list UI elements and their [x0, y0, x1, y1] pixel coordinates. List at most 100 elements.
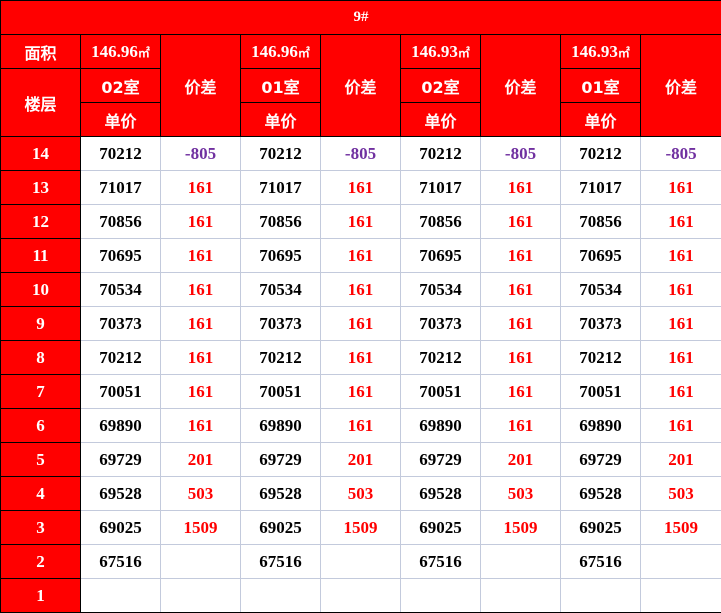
unit-price-cell: 70051: [400, 374, 481, 409]
unit-price-cell: 71017: [80, 170, 161, 205]
unit-price-cell: 70212: [400, 340, 481, 375]
unit-price-cell: 71017: [400, 170, 481, 205]
price-diff-cell: 503: [480, 476, 561, 511]
price-diff-cell: 161: [160, 374, 241, 409]
unit-price-cell: 70534: [240, 272, 321, 307]
price-diff-cell: [480, 578, 561, 613]
unit-price-cell: 70212: [80, 136, 161, 171]
unit-price-cell: [80, 578, 161, 613]
unit-price-header: 单价: [80, 102, 161, 137]
table-row: 13 71017 161 71017 161 71017 161 71017 161: [0, 170, 721, 205]
area-cell: 146.96㎡: [80, 34, 161, 69]
table-row: 10 70534 161 70534 161 70534 161 70534 161: [0, 272, 721, 307]
floor-cell: 7: [0, 374, 81, 409]
unit-price-cell: 69729: [80, 442, 161, 477]
price-diff-cell: 161: [639, 408, 721, 443]
table-row: 1: [0, 578, 721, 613]
unit-price-cell: 67516: [560, 544, 641, 579]
price-diff-cell: 161: [480, 170, 561, 205]
unit-price-cell: [400, 578, 481, 613]
unit-price-cell: 71017: [240, 170, 321, 205]
price-diff-cell: 161: [320, 374, 401, 409]
unit-price-cell: 70373: [240, 306, 321, 341]
price-diff-cell: 161: [160, 306, 241, 341]
unit-price-cell: 67516: [80, 544, 161, 579]
unit-price-cell: 67516: [400, 544, 481, 579]
floor-cell: 8: [0, 340, 81, 375]
unit-price-cell: 70212: [560, 340, 641, 375]
building-title: 9#: [0, 0, 721, 35]
price-diff-cell: 503: [639, 476, 721, 511]
price-diff-cell: 161: [639, 204, 721, 239]
unit-price-cell: 70856: [80, 204, 161, 239]
floor-cell: 3: [0, 510, 81, 545]
price-diff-cell: 201: [160, 442, 241, 477]
table-row: 2 67516 67516 67516 67516: [0, 544, 721, 579]
price-diff-cell: 161: [160, 340, 241, 375]
area-value: 146.93: [411, 41, 458, 61]
unit-price-cell: 70212: [240, 136, 321, 171]
price-diff-cell: -805: [639, 136, 721, 171]
unit-price-cell: 69025: [240, 510, 321, 545]
diff-header: 价差: [320, 34, 401, 137]
table-row: 4 69528 503 69528 503 69528 503 69528 503: [0, 476, 721, 511]
diff-header: 价差: [160, 34, 241, 137]
unit-price-cell: 71017: [560, 170, 641, 205]
price-diff-cell: 201: [320, 442, 401, 477]
unit-price-cell: 69890: [560, 408, 641, 443]
table-row: 8 70212 161 70212 161 70212 161 70212 161: [0, 340, 721, 375]
table-row: 12 70856 161 70856 161 70856 161 70856 161: [0, 204, 721, 239]
price-diff-cell: 161: [639, 170, 721, 205]
unit-price-header: 单价: [400, 102, 481, 137]
area-value: 146.93: [571, 41, 618, 61]
unit-price-cell: 69729: [560, 442, 641, 477]
price-diff-cell: 161: [160, 204, 241, 239]
unit-price-cell: 70051: [80, 374, 161, 409]
price-diff-cell: 161: [639, 272, 721, 307]
table-row: 6 69890 161 69890 161 69890 161 69890 161: [0, 408, 721, 443]
unit-price-cell: 69528: [560, 476, 641, 511]
area-cell: 146.93㎡: [400, 34, 481, 69]
price-diff-cell: [480, 544, 561, 579]
price-diff-cell: 161: [480, 408, 561, 443]
price-diff-cell: [160, 544, 241, 579]
area-unit: ㎡: [297, 45, 310, 60]
price-diff-cell: 1509: [160, 510, 241, 545]
price-diff-cell: 161: [160, 170, 241, 205]
unit-price-header: 单价: [240, 102, 321, 137]
unit-price-cell: 70373: [80, 306, 161, 341]
price-diff-cell: 161: [320, 306, 401, 341]
price-diff-cell: 503: [320, 476, 401, 511]
unit-price-cell: [240, 578, 321, 613]
unit-price-cell: [560, 578, 641, 613]
unit-price-cell: 69528: [400, 476, 481, 511]
unit-price-cell: 69890: [400, 408, 481, 443]
price-diff-cell: 161: [160, 272, 241, 307]
unit-price-cell: 70695: [400, 238, 481, 273]
diff-header: 价差: [639, 34, 721, 137]
price-diff-cell: 161: [480, 204, 561, 239]
unit-price-cell: 70373: [560, 306, 641, 341]
floor-cell: 4: [0, 476, 81, 511]
area-unit: ㎡: [137, 45, 150, 60]
unit-price-cell: 69528: [240, 476, 321, 511]
price-diff-cell: [320, 544, 401, 579]
area-value: 146.96: [91, 41, 138, 61]
floor-cell: 9: [0, 306, 81, 341]
price-diff-cell: -805: [480, 136, 561, 171]
price-diff-cell: 161: [480, 340, 561, 375]
price-diff-cell: 161: [480, 238, 561, 273]
floor-cell: 10: [0, 272, 81, 307]
price-diff-cell: 1509: [639, 510, 721, 545]
price-diff-cell: 161: [639, 374, 721, 409]
table-row: 9 70373 161 70373 161 70373 161 70373 161: [0, 306, 721, 341]
unit-price-cell: 70695: [80, 238, 161, 273]
unit-price-header: 单价: [560, 102, 641, 137]
unit-price-cell: 70212: [80, 340, 161, 375]
table-row: 7 70051 161 70051 161 70051 161 70051 161: [0, 374, 721, 409]
unit-price-cell: 69025: [400, 510, 481, 545]
unit-price-cell: 67516: [240, 544, 321, 579]
price-diff-cell: 161: [320, 238, 401, 273]
unit-price-cell: 70856: [560, 204, 641, 239]
table-row: 5 69729 201 69729 201 69729 201 69729 201: [0, 442, 721, 477]
